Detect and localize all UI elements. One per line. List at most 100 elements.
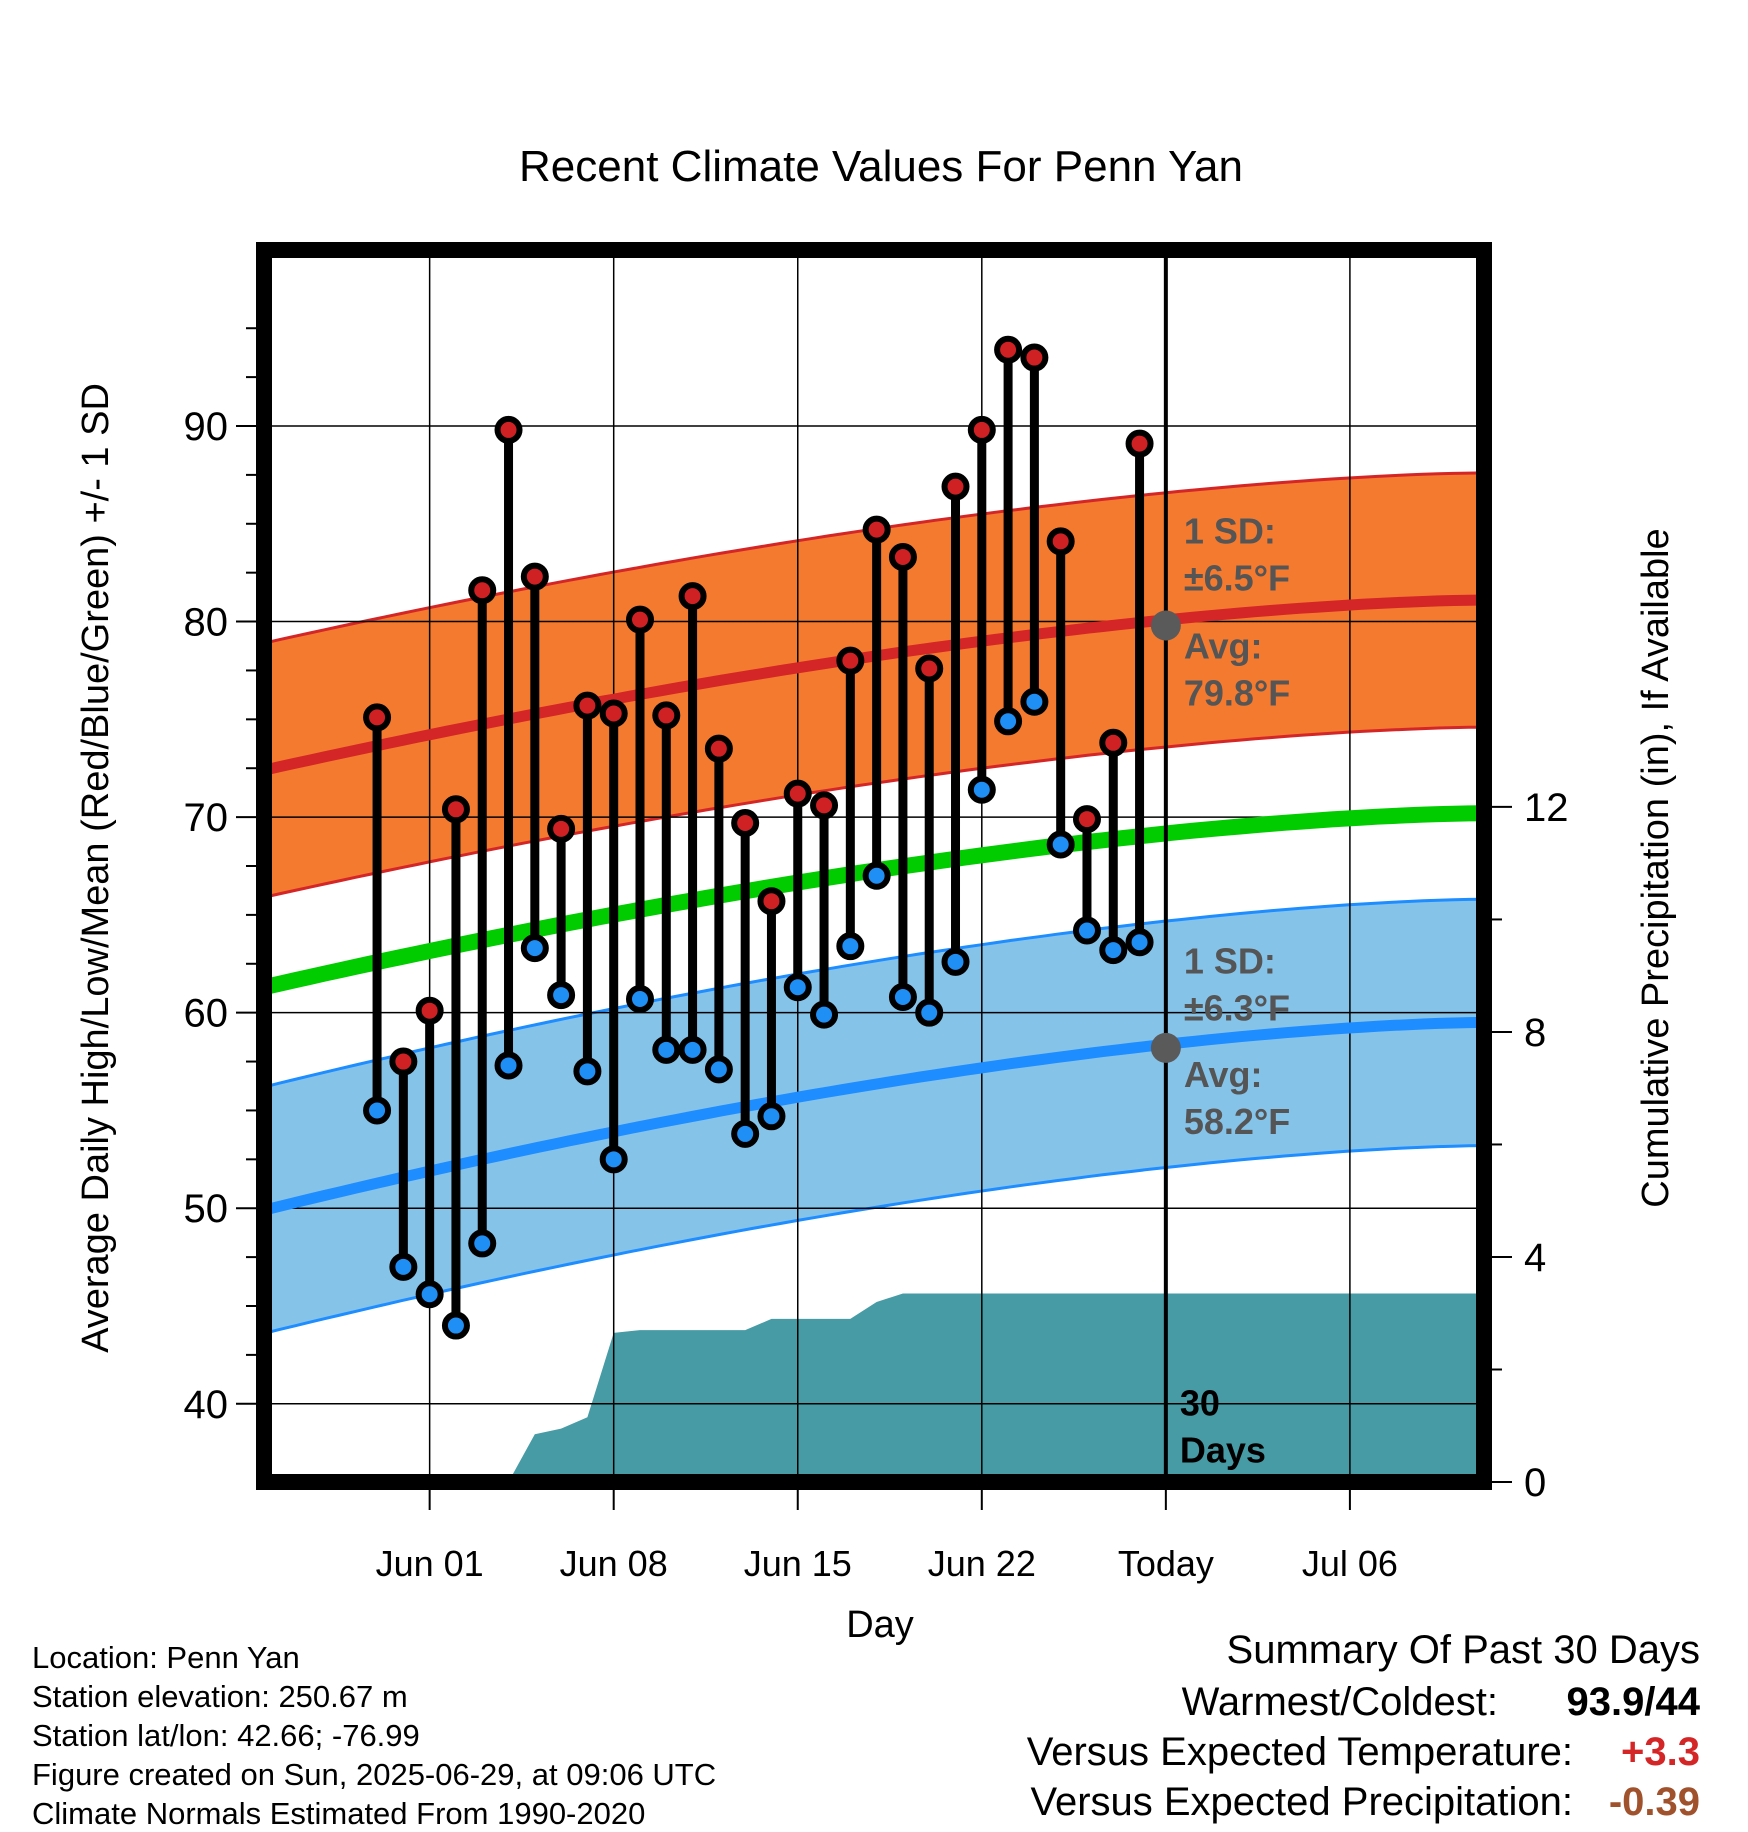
low-sd-annotation-line1: 1 SD:	[1184, 941, 1276, 982]
daily-high-point	[994, 335, 1023, 364]
daily-high-point	[757, 887, 786, 916]
daily-low-point	[862, 861, 891, 890]
daily-high-point	[415, 996, 444, 1025]
daily-low-point	[389, 1252, 418, 1281]
low-sd-upper-edge	[264, 897, 1484, 1089]
daily-low-point	[888, 983, 917, 1012]
y2-tick-label: 4	[1524, 1236, 1546, 1280]
daily-low-point	[915, 998, 944, 1027]
daily-high-point	[941, 472, 970, 501]
y-tick-label: 80	[184, 601, 229, 645]
daily-high-point	[1099, 728, 1128, 757]
info-normals: Climate Normals Estimated From 1990-2020	[32, 1796, 646, 1831]
plot-frame	[256, 242, 1492, 1490]
daily-high-point	[783, 779, 812, 808]
low-sd-band	[264, 899, 1484, 1334]
today-low-avg-point	[1150, 1032, 1181, 1063]
daily-low-point	[494, 1051, 523, 1080]
daily-low-point	[599, 1145, 628, 1174]
daily-high-point	[389, 1047, 418, 1076]
daily-low-point	[1020, 687, 1049, 716]
daily-low-point	[757, 1102, 786, 1131]
y2-tick-label: 12	[1524, 786, 1569, 830]
daily-high-point	[494, 415, 523, 444]
summary-warm-cold-value: 93.9/44	[1566, 1680, 1700, 1724]
daily-low-point	[678, 1035, 707, 1064]
daily-high-point	[836, 646, 865, 675]
low-sd-annotation-line2: ±6.3°F	[1184, 987, 1290, 1028]
daily-low-point	[415, 1280, 444, 1309]
daily-high-point	[520, 562, 549, 591]
summary-warm-cold-label: Warmest/Coldest:	[1181, 1680, 1498, 1724]
daily-low-point	[704, 1055, 733, 1084]
daily-low-point	[941, 947, 970, 976]
summary-temp-label: Versus Expected Temperature:	[1026, 1730, 1573, 1774]
daily-low-point	[783, 973, 812, 1002]
chart-title: Recent Climate Values For Penn Yan	[519, 142, 1243, 191]
daily-high-point	[625, 605, 654, 634]
daily-high-point	[573, 691, 602, 720]
daily-high-point	[599, 699, 628, 728]
daily-high-point	[862, 515, 891, 544]
summary-precip-value: -0.39	[1608, 1780, 1700, 1824]
low-avg-annotation-line2: 58.2°F	[1184, 1101, 1290, 1142]
x-tick-label: Jul 06	[1302, 1543, 1398, 1584]
daily-low-point	[1072, 916, 1101, 945]
info-elevation: Station elevation: 250.67 m	[32, 1679, 408, 1714]
daily-low-point	[1125, 928, 1154, 957]
daily-low-point	[1046, 830, 1075, 859]
plot-area: 1 SD: ±6.5°F Avg: 79.8°F 1 SD: ±6.3°F Avg: 58.2…	[184, 242, 1569, 1584]
info-created: Figure created on Sun, 2025-06-29, at 09…	[32, 1757, 717, 1792]
high-avg-annotation-line1: Avg:	[1184, 626, 1263, 667]
high-sd-annotation-line1: 1 SD:	[1184, 510, 1276, 551]
today-high-avg-point	[1150, 610, 1181, 641]
daily-high-point	[1072, 805, 1101, 834]
daily-high-point	[1020, 343, 1049, 372]
x-axis-label: Day	[846, 1604, 914, 1646]
daily-low-point	[994, 707, 1023, 736]
daily-low-point	[547, 981, 576, 1010]
daily-high-point	[915, 654, 944, 683]
x-tick-label: Today	[1118, 1543, 1214, 1584]
x-tick-label: Jun 08	[560, 1543, 668, 1584]
daily-low-point	[441, 1311, 470, 1340]
daily-low-point	[652, 1035, 681, 1064]
low-avg-annotation-line1: Avg:	[1184, 1054, 1263, 1095]
info-latlon: Station lat/lon: 42.66; -76.99	[32, 1718, 420, 1753]
daily-high-point	[363, 703, 392, 732]
y2-tick-label: 8	[1524, 1011, 1546, 1055]
daily-low-point	[1099, 936, 1128, 965]
summary-temp-value: +3.3	[1621, 1730, 1700, 1774]
x-tick-label: Jun 22	[928, 1543, 1036, 1584]
y-tick-label: 90	[184, 405, 229, 449]
daily-high-point	[678, 582, 707, 611]
plot-contents: 1 SD: ±6.5°F Avg: 79.8°F 1 SD: ±6.3°F Avg: 58.2…	[264, 250, 1484, 1482]
x-tick-label: Jun 01	[376, 1543, 484, 1584]
daily-low-point	[468, 1229, 497, 1258]
daily-high-point	[731, 808, 760, 837]
high-avg-annotation-line2: 79.8°F	[1184, 673, 1290, 714]
y-tick-label: 60	[184, 992, 229, 1036]
info-location: Location: Penn Yan	[32, 1640, 300, 1675]
daily-high-point	[468, 576, 497, 605]
daily-high-point	[441, 795, 470, 824]
y-tick-label: 40	[184, 1383, 229, 1427]
y2-tick-label: 0	[1524, 1461, 1546, 1505]
daily-high-point	[888, 543, 917, 572]
daily-high-point	[652, 701, 681, 730]
days-annotation-line2: Days	[1180, 1429, 1266, 1470]
daily-low-point	[810, 1000, 839, 1029]
daily-high-point	[704, 734, 733, 763]
y2-axis-label: Cumulative Precipitation (in), If Availa…	[1635, 528, 1677, 1207]
summary-title: Summary Of Past 30 Days	[1226, 1628, 1700, 1672]
x-tick-label: Jun 15	[744, 1543, 852, 1584]
daily-low-point	[573, 1057, 602, 1086]
y-tick-label: 50	[184, 1187, 229, 1231]
y-tick-label: 70	[184, 796, 229, 840]
normal-low-line	[264, 1016, 1484, 1216]
daily-low-point	[625, 984, 654, 1013]
days-annotation-line1: 30	[1180, 1383, 1220, 1424]
daily-low-point	[520, 934, 549, 963]
daily-high-point	[810, 791, 839, 820]
